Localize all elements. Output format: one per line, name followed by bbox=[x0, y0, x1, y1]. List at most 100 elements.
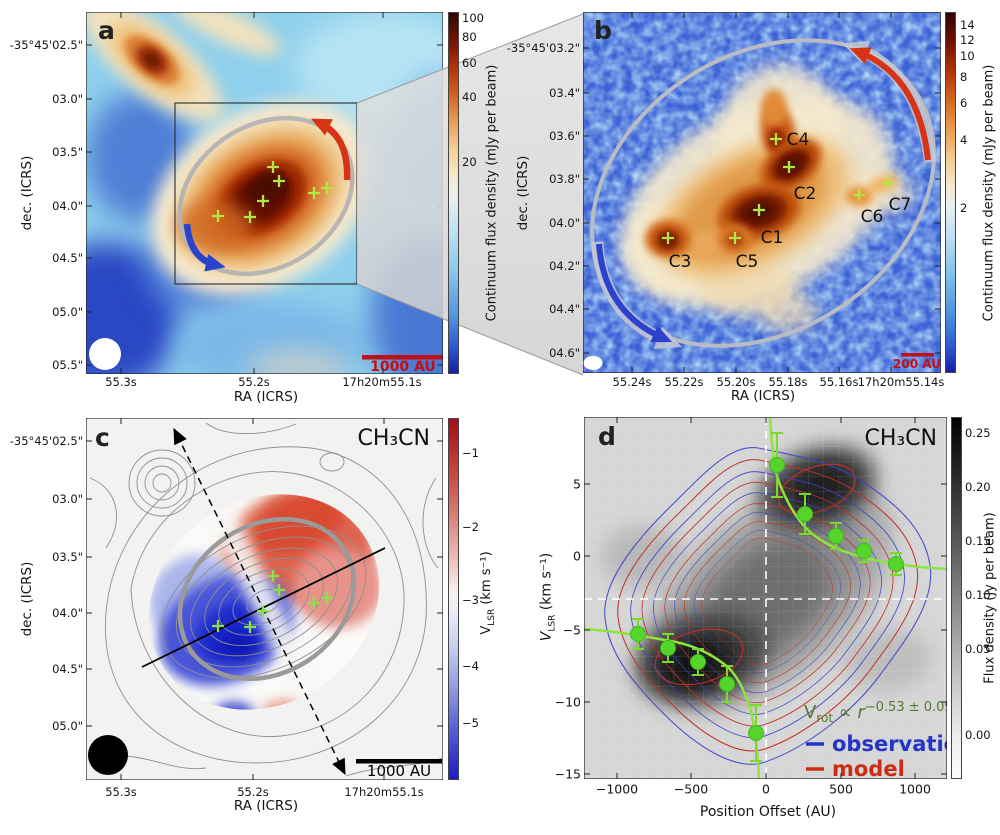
panel-c-ytick: 03.5" bbox=[52, 550, 83, 564]
cbar-c-tick: −3 bbox=[462, 593, 479, 607]
cbar-b-tick: 10 bbox=[960, 49, 975, 63]
legend-model-label: model bbox=[832, 757, 905, 779]
panel-d-ylabel: VLSR (km s⁻¹) bbox=[539, 553, 558, 641]
scalebar-b-label: 200 AU bbox=[893, 357, 941, 371]
panel-b-xlabel: RA (ICRS) bbox=[730, 388, 796, 404]
cbar-b-tick: 8 bbox=[960, 70, 968, 84]
source-label: C5 bbox=[736, 252, 759, 272]
cbar-c-tick: −4 bbox=[462, 659, 479, 673]
scalebar-b bbox=[901, 353, 934, 357]
scalebar-a bbox=[362, 355, 443, 360]
cbar-d-label: Flux density (Jy per beam) bbox=[982, 512, 998, 684]
panel-d-ylabel-sub: LSR bbox=[547, 614, 558, 632]
fit-v: V bbox=[804, 702, 817, 723]
panel-c-velocity-map: 1000 AU CH₃CN bbox=[86, 418, 443, 780]
panel-b-xtick: 55.22s bbox=[664, 375, 704, 389]
blue-rotation-arrow-a bbox=[183, 223, 226, 272]
panel-d-axis-ticks bbox=[584, 417, 947, 779]
panel-b-ytick: -35°45'03.2" bbox=[506, 41, 580, 55]
cbar-b-tick: 12 bbox=[960, 33, 975, 47]
crosshair-dashed-lines bbox=[584, 417, 947, 779]
cbar-d-tick: 0.10 bbox=[965, 588, 991, 602]
fit-mid: ∝ r bbox=[833, 702, 866, 723]
red-rotation-arrow-a bbox=[310, 118, 351, 181]
panel-b-orange-structure bbox=[645, 89, 899, 279]
source-label: C1 bbox=[761, 228, 784, 248]
cbar-d-tick: 0.25 bbox=[965, 426, 991, 440]
panel-c-xtick: 55.2s bbox=[237, 785, 269, 799]
cbar-b-tick: 2 bbox=[960, 201, 968, 215]
panel-c-axis-ticks bbox=[86, 418, 443, 780]
panel-c-xtick: 55.3s bbox=[105, 785, 137, 799]
panel-b-continuum-map: C1 C2 C3 C4 C5 C6 C7 200 AU bbox=[583, 12, 941, 373]
panel-b-ytick: 04.6" bbox=[549, 346, 580, 360]
panel-b-ytick: 04.4" bbox=[549, 302, 580, 316]
panel-a-ylabel: dec. (ICRS) bbox=[19, 155, 35, 231]
panel-a-xtick: 55.3s bbox=[105, 375, 137, 389]
cbar-a-label: Continuum flux density (mJy per beam) bbox=[484, 64, 500, 322]
panel-c-ytick: 04.5" bbox=[52, 662, 83, 676]
source-label: C7 bbox=[889, 195, 912, 215]
source-label: C6 bbox=[861, 207, 884, 227]
panel-c-xlabel: RA (ICRS) bbox=[233, 798, 299, 814]
panel-d-ytick: −10 bbox=[554, 694, 581, 710]
cbar-c-tick: −2 bbox=[462, 520, 479, 534]
panel-d-xlabel: Position Offset (AU) bbox=[699, 804, 837, 820]
panel-d-xtick: −500 bbox=[673, 781, 709, 797]
panel-d-xtick: −1000 bbox=[595, 781, 639, 797]
panel-a-xtick: 17h20m55.1s bbox=[342, 375, 422, 389]
cbar-c-tick: −5 bbox=[462, 716, 479, 730]
beam-ellipse-b bbox=[583, 356, 603, 370]
pv-legend: observations model bbox=[806, 732, 947, 779]
colorbar-a bbox=[448, 12, 459, 374]
fit-sub: rot bbox=[816, 711, 833, 725]
cbar-c-label: VLSR (km s⁻¹) bbox=[479, 551, 497, 634]
scalebar-c bbox=[356, 759, 442, 764]
cbar-b-label: Continuum flux density (mJy per beam) bbox=[981, 64, 997, 322]
panel-d-ytick: −5 bbox=[562, 622, 581, 638]
panel-c-ytick: 03.0" bbox=[52, 492, 83, 506]
panel-b-ytick: 03.4" bbox=[549, 86, 580, 100]
beam-ellipse-c bbox=[88, 735, 128, 775]
panel-b-ytick: 04.2" bbox=[549, 259, 580, 273]
panel-d-ylabel-units: (km s⁻¹) bbox=[538, 552, 555, 615]
panel-a-ytick: 03.5" bbox=[52, 145, 83, 159]
zoom-connector-wedge bbox=[357, 13, 583, 376]
fit-exponent: −0.53 ± 0.09 bbox=[865, 700, 947, 715]
beam-ellipse-a bbox=[89, 338, 121, 370]
colorbar-c bbox=[448, 418, 459, 780]
cbar-c-tick: −1 bbox=[462, 446, 479, 460]
panel-c-ytick: 05.0" bbox=[52, 719, 83, 733]
legend-observations-label: observations bbox=[832, 732, 947, 756]
panel-a-letter: a bbox=[98, 16, 115, 45]
panel-b-ytick: 03.6" bbox=[549, 129, 580, 143]
molecule-label-d: CH₃CN bbox=[864, 426, 937, 451]
panel-b-xtick: 55.16s bbox=[819, 375, 859, 389]
panel-b-xtick: 17h20m55.14s bbox=[857, 375, 945, 389]
panel-c-letter: c bbox=[95, 423, 110, 452]
scalebar-c-label: 1000 AU bbox=[367, 762, 431, 780]
cbar-b-tick: 4 bbox=[960, 133, 968, 147]
panel-d-xtick: 0 bbox=[762, 781, 770, 797]
source-label: C3 bbox=[669, 252, 692, 272]
panel-d-ytick: 0 bbox=[573, 548, 581, 564]
core-markers-c bbox=[212, 570, 333, 633]
panel-d-xtick: 500 bbox=[829, 781, 853, 797]
panel-a-ytick: 04.0" bbox=[52, 199, 83, 213]
panel-d-ytick: −15 bbox=[554, 766, 581, 782]
panel-b-axis-ticks bbox=[583, 12, 941, 373]
panel-c-ytick: -35°45'02.5" bbox=[9, 434, 83, 448]
cbar-b-tick: 14 bbox=[960, 18, 975, 32]
cbar-d-tick: 0.00 bbox=[965, 728, 991, 742]
panel-a-bottom-patch bbox=[246, 350, 350, 374]
cbar-a-tick: 80 bbox=[462, 30, 477, 44]
cbar-c-label-v: V bbox=[479, 625, 495, 635]
outflow-dashed-arrow bbox=[173, 427, 346, 776]
source-label: C2 bbox=[794, 184, 817, 204]
panel-d-pv-diagram: Vrot ∝ r−0.53 ± 0.09 observations model … bbox=[584, 417, 947, 779]
panel-c-xtick: 17h20m55.1s bbox=[344, 785, 424, 799]
panel-b-letter: b bbox=[594, 16, 612, 45]
rotation-fit-annotation: Vrot ∝ r−0.53 ± 0.09 bbox=[804, 700, 947, 725]
colorbar-d bbox=[951, 417, 962, 779]
